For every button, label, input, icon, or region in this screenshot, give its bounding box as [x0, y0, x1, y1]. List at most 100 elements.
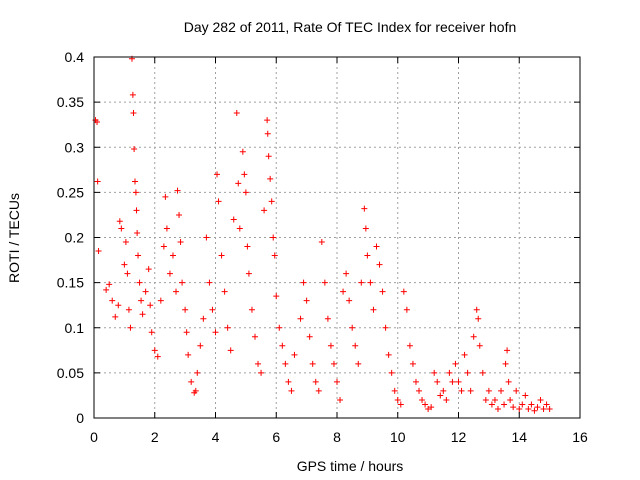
data-point: [133, 207, 140, 214]
data-point: [431, 369, 438, 376]
data-point: [95, 248, 102, 255]
y-axis: 0 0.05 0.1 0.15 0.2 0.25 0.3 0.35 0.4: [57, 49, 580, 426]
y-tick-label: 0.3: [65, 139, 85, 155]
data-point: [321, 279, 328, 286]
data-point: [440, 387, 447, 394]
data-point: [188, 378, 195, 385]
data-point: [400, 288, 407, 295]
data-point: [443, 396, 450, 403]
data-point: [473, 306, 480, 313]
x-tick-label: 2: [151, 429, 159, 445]
data-point: [494, 405, 501, 412]
data-point: [475, 315, 482, 322]
data-point: [261, 207, 268, 214]
data-point: [364, 252, 371, 259]
data-point: [127, 324, 134, 331]
data-point: [403, 306, 410, 313]
data-point: [510, 404, 517, 411]
data-point: [244, 243, 251, 250]
data-point: [498, 387, 505, 394]
data-point: [306, 333, 313, 340]
data-point: [285, 378, 292, 385]
data-point: [385, 351, 392, 358]
data-point: [145, 266, 152, 273]
data-point: [482, 396, 489, 403]
data-point: [504, 347, 511, 354]
data-point: [197, 342, 204, 349]
data-point: [455, 378, 462, 385]
data-point: [428, 404, 435, 411]
y-axis-label: ROTI / TECUs: [6, 193, 22, 283]
data-point: [129, 91, 136, 98]
x-tick-label: 4: [212, 429, 220, 445]
data-point: [491, 396, 498, 403]
data-point: [449, 378, 456, 385]
data-point: [160, 243, 167, 250]
data-point: [132, 189, 139, 196]
x-axis-label: GPS time / hours: [297, 458, 404, 474]
data-point: [382, 324, 389, 331]
data-point: [370, 306, 377, 313]
data-point: [162, 193, 169, 200]
data-point: [227, 347, 234, 354]
data-point: [452, 360, 459, 367]
data-point: [206, 279, 213, 286]
x-tick-label: 14: [511, 429, 527, 445]
data-point: [397, 401, 404, 408]
data-point: [230, 216, 237, 223]
data-point: [470, 333, 477, 340]
data-point: [461, 351, 468, 358]
data-point: [268, 198, 275, 205]
data-point: [255, 360, 262, 367]
data-point: [138, 297, 145, 304]
data-point: [315, 387, 322, 394]
data-point: [131, 146, 138, 153]
data-point: [109, 297, 116, 304]
data-point: [241, 171, 248, 178]
x-axis: 0 2 4 6 8 10 12 14 16: [90, 57, 588, 445]
data-point: [194, 369, 201, 376]
data-point: [379, 288, 386, 295]
data-point: [174, 187, 181, 194]
data-point: [136, 279, 143, 286]
data-point: [291, 351, 298, 358]
data-point: [106, 281, 113, 288]
data-point: [183, 329, 190, 336]
data-point: [507, 396, 514, 403]
data-point: [122, 239, 129, 246]
data-points: [92, 55, 553, 414]
data-point: [179, 279, 186, 286]
data-point: [245, 270, 252, 277]
x-tick-label: 10: [390, 429, 406, 445]
data-point: [412, 378, 419, 385]
data-point: [251, 333, 258, 340]
data-point: [264, 117, 271, 124]
data-point: [142, 288, 149, 295]
data-point: [265, 153, 272, 160]
data-point: [233, 109, 240, 116]
data-point: [540, 405, 547, 412]
data-point: [147, 302, 154, 309]
data-point: [273, 293, 280, 300]
data-point: [130, 109, 137, 116]
data-point: [346, 297, 353, 304]
data-point: [235, 180, 242, 187]
data-point: [236, 225, 243, 232]
data-point: [258, 369, 265, 376]
data-point: [501, 401, 508, 408]
data-point: [358, 279, 365, 286]
data-point: [115, 302, 122, 309]
data-point: [479, 369, 486, 376]
y-tick-label: 0.35: [57, 94, 84, 110]
data-point: [209, 306, 216, 313]
data-point: [215, 198, 222, 205]
data-point: [388, 369, 395, 376]
y-tick-label: 0.15: [57, 275, 84, 291]
data-point: [218, 252, 225, 259]
data-point: [419, 396, 426, 403]
data-point: [488, 401, 495, 408]
data-point: [221, 288, 228, 295]
data-point: [94, 178, 101, 185]
data-point: [103, 286, 110, 293]
data-point: [163, 225, 170, 232]
